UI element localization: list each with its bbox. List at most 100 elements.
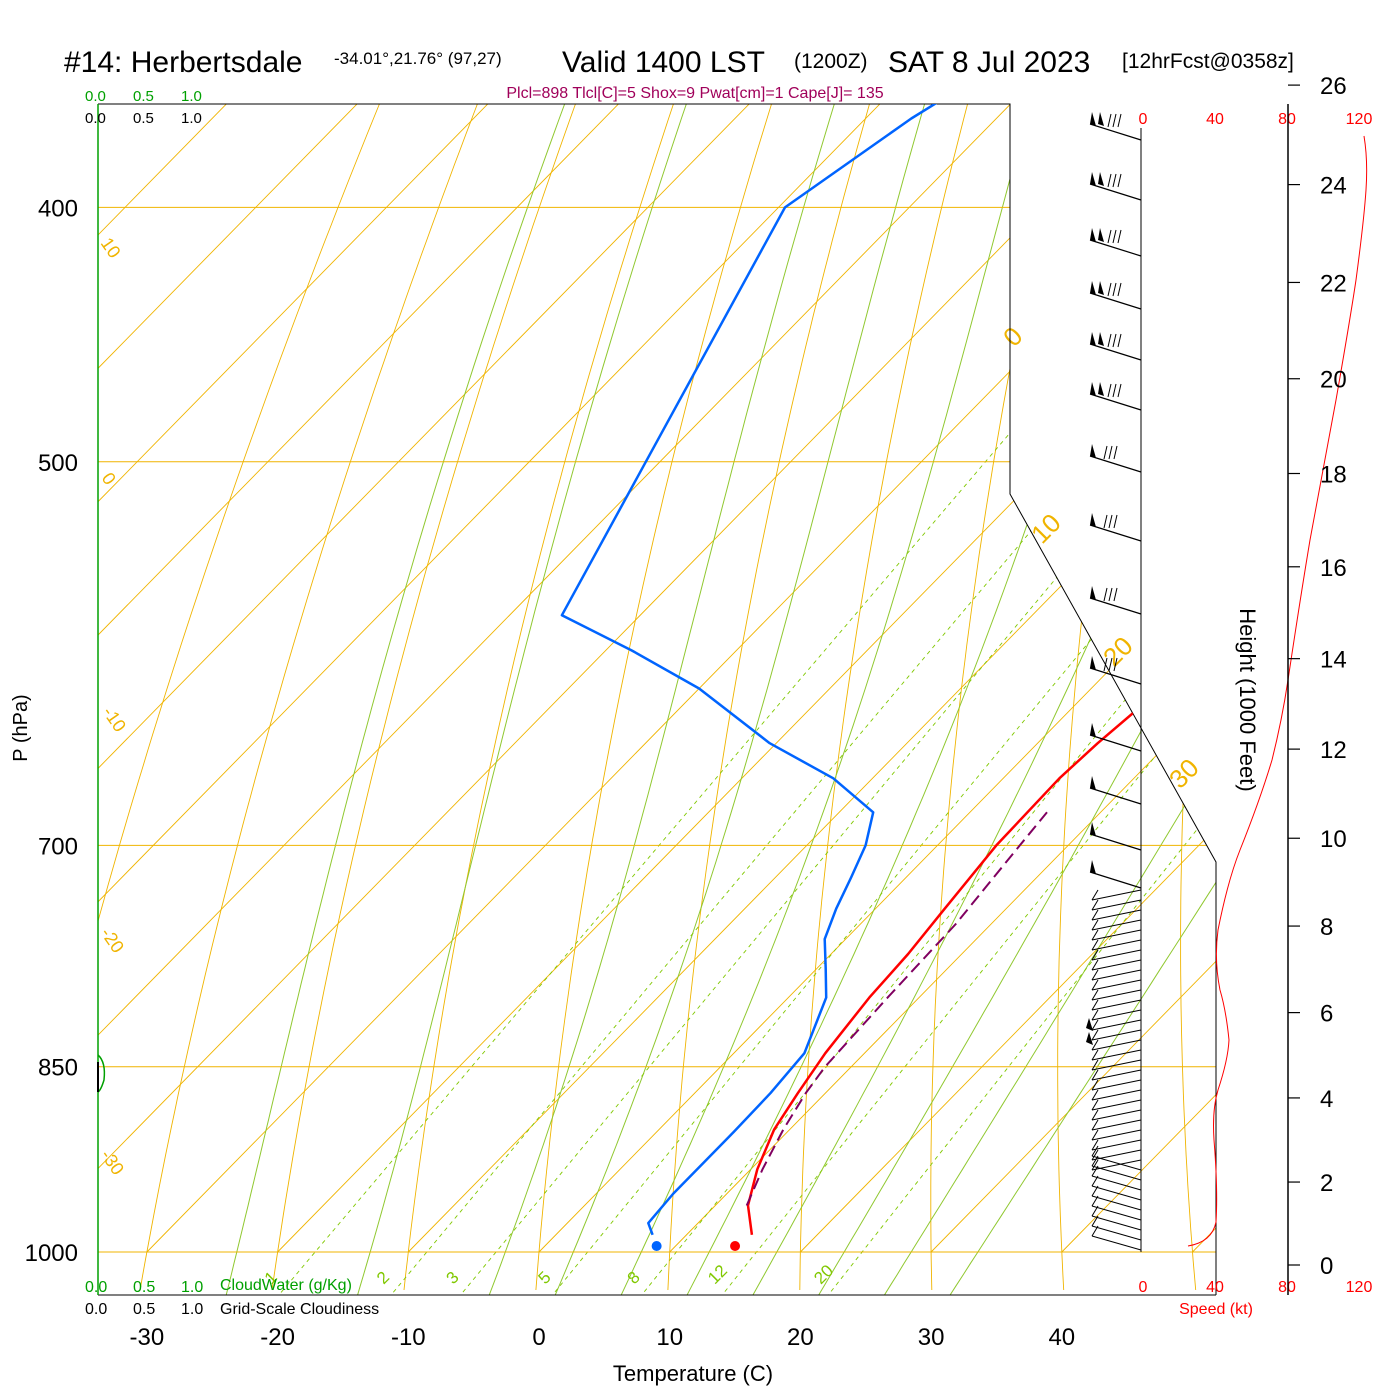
wind-barb-staff: [1089, 343, 1142, 361]
wind-barb-flag: [1086, 1032, 1093, 1045]
mixing-ratio-line: [524, 235, 1216, 1295]
wind-barb-flag: [1098, 112, 1104, 126]
dry-adiabat-line: [535, 104, 777, 1291]
wind-barbs: [1086, 112, 1142, 1251]
wind-barb-staff: [1091, 1235, 1142, 1251]
cloudiness-scale-bottom-1: 0.5: [133, 1301, 155, 1318]
wind-barb: [1091, 1129, 1142, 1141]
wind-barb-tick: [1091, 1129, 1099, 1141]
isotherm-lines: [98, 104, 1216, 1253]
wind-barb-tick: [1091, 1215, 1099, 1227]
wind-barb: [1091, 1109, 1142, 1121]
wind-barb-staff: [1091, 1069, 1142, 1081]
wind-barb-flag: [1090, 860, 1096, 874]
utc-time: (1200Z): [794, 50, 868, 73]
wind-barb-staff: [1089, 183, 1142, 201]
temperature-axis-label: Temperature (C): [613, 1361, 773, 1386]
wind-barb-staff: [1091, 949, 1142, 961]
isotherm-label-left: 0: [98, 469, 120, 489]
wind-barb-tick: [1091, 949, 1099, 961]
moist-adiabat-line: [745, 104, 1216, 1295]
cloudiness-scale-top-0: 0.0: [85, 110, 106, 127]
moist-adiabat-line: [222, 104, 759, 1295]
temperature-tick: 30: [918, 1324, 945, 1351]
wind-barb-tick: [1117, 333, 1122, 348]
wind-barb: [1091, 1099, 1142, 1111]
pressure-tick-400: 400: [38, 195, 78, 222]
wind-barb-tick: [1107, 383, 1112, 398]
cloudwater-label: CloudWater (g/Kg): [220, 1277, 352, 1294]
moist-adiabat-line: [614, 104, 1176, 1295]
wind-barb-flag: [1098, 228, 1104, 242]
wind-barb-staff: [1091, 1165, 1142, 1181]
wind-speed-top-40: 40: [1206, 111, 1224, 128]
wind-barb-tick: [1091, 929, 1099, 941]
wind-barb-tick: [1091, 1155, 1099, 1167]
wind-barb-tick: [1117, 282, 1122, 297]
cloud-scale-top-2: 1.0: [181, 88, 202, 105]
wind-barb-tick: [1091, 1089, 1099, 1101]
wind-barb-tick: [1091, 1109, 1099, 1121]
sounding-profiles: [560, 104, 1216, 1251]
wind-barb-tick: [1103, 657, 1108, 672]
wind-barb: [1091, 1039, 1142, 1051]
wind-barb-tick: [1103, 587, 1108, 602]
temperature-tick: -10: [391, 1324, 426, 1351]
wind-barb-tick: [1091, 1159, 1099, 1171]
temperature-tick: -30: [130, 1324, 165, 1351]
wind-barb-staff: [1091, 1195, 1142, 1211]
cloudwater-scale-bottom: 0.0 0.5 1.0 CloudWater (g/Kg): [85, 1277, 352, 1296]
wind-barb-staff: [1089, 393, 1142, 411]
height-tick-label: 22: [1320, 270, 1347, 297]
wind-barb-tick: [1091, 1059, 1099, 1071]
wind-barb-staff: [1089, 292, 1142, 310]
wind-barb-staff: [1091, 1049, 1142, 1061]
wind-barb: [1091, 959, 1142, 971]
wind-barb-staff: [1091, 1089, 1142, 1101]
wind-barb-tick: [1107, 282, 1112, 297]
cloudiness-scale-bottom-2: 1.0: [181, 1301, 203, 1318]
wind-barb: [1091, 1019, 1142, 1031]
mixing-ratio-line: [362, 235, 1216, 1295]
temperature-tick: 0: [532, 1324, 545, 1351]
dewpoint-profile: [560, 104, 1216, 1236]
wind-barb-tick: [1113, 587, 1118, 602]
wind-barb-tick: [1107, 113, 1112, 128]
wind-barb-tick: [1113, 657, 1118, 672]
wind-barb-staff: [1091, 1215, 1142, 1231]
wind-barb: [1091, 1175, 1142, 1201]
wind-barb-tick: [1112, 333, 1117, 348]
wind-barb: [1091, 1215, 1142, 1241]
wind-barb: [1091, 919, 1142, 931]
wind-barb-staff: [1089, 597, 1142, 615]
isotherm-line: [98, 104, 1216, 1253]
wind-barb-tick: [1117, 113, 1122, 128]
isotherm-label-left: -30: [97, 1146, 128, 1179]
pressure-tick-1000: 1000: [25, 1240, 78, 1267]
wind-barb-staff: [1091, 1019, 1142, 1031]
wind-barb: [1091, 969, 1142, 981]
wind-barb: [1089, 444, 1142, 473]
wind-barb-staff: [1089, 833, 1142, 851]
wind-barb: [1091, 939, 1142, 951]
isotherm-label-left: -10: [99, 703, 130, 736]
moist-adiabat-line: [876, 104, 1216, 1295]
wind-speed-top-80: 80: [1278, 111, 1296, 128]
wind-speed-bottom-0: 0: [1139, 1279, 1148, 1296]
wind-barb-staff: [1091, 939, 1142, 951]
station-coords: -34.01°,21.76° (97,27): [334, 49, 502, 68]
wind-barb-flag: [1086, 1018, 1093, 1031]
wind-barb: [1089, 776, 1142, 805]
wind-barb-tick: [1113, 514, 1118, 529]
pressure-tick-850: 850: [38, 1055, 78, 1082]
wind-barb-staff: [1091, 1225, 1142, 1241]
forecast-info: [12hrFcst@0358z]: [1122, 50, 1294, 73]
isotherm-line: [98, 104, 1216, 1253]
moist-adiabat-line: [810, 104, 1216, 1295]
plot-frame: [97, 103, 1217, 1296]
height-tick-label: 26: [1320, 73, 1347, 100]
wind-barb: [1089, 860, 1142, 889]
wind-barb-flag: [1090, 513, 1096, 527]
wind-barb-tick: [1091, 1029, 1099, 1041]
